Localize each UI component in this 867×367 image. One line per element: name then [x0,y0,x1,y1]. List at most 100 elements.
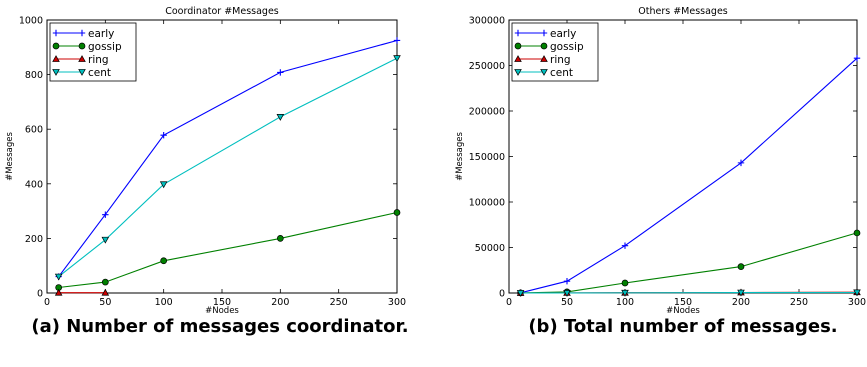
data-point-gossip [101,278,109,286]
series-line-gossip [58,211,398,289]
x-tick-label: 250 [790,297,808,308]
x-tick-label: 100 [155,297,173,308]
x-axis-label: #Nodes [205,306,239,316]
legend-marker-gossip [52,42,60,50]
y-tick-label: 100000 [469,198,505,209]
legend-marker-ring [52,55,60,62]
data-point-gossip [737,263,745,270]
legend-marker-ring [540,55,548,62]
data-point-cent [563,289,571,297]
data-point-early [277,69,284,76]
legend-marker-ring [78,55,86,62]
data-point-early [563,277,571,285]
y-axis-label: #Messages [455,132,465,181]
figure-caption: (b) Total number of messages. [528,316,837,337]
data-point-ring [54,288,63,296]
data-point-ring [101,288,110,296]
data-point-cent [393,55,401,63]
y-tick-label: 0 [499,289,505,300]
chart-title: Coordinator #Messages [165,6,279,17]
data-point-cent [516,290,525,297]
legend-marker-gossip [514,42,522,50]
x-tick-label: 200 [732,297,750,308]
series-ring [54,288,110,296]
legend-marker-early [540,29,548,37]
chart-panel-2: Others #Messages 0 50 100 150 200 250 300 0 50000… [455,6,866,337]
x-tick-label: 300 [388,297,406,308]
legend-label-ring: ring [88,54,109,66]
legend-marker-ring [514,55,522,62]
legend-label-early: early [88,28,114,40]
y-tick-label: 300000 [469,16,505,27]
y-tick-label: 1000 [19,16,43,27]
data-point-cent [853,289,861,297]
x-tick-label: 150 [674,297,692,308]
legend-label-cent: cent [550,67,573,79]
series-gossip [517,229,861,297]
legend-marker-cent [78,69,86,76]
data-point-gossip [276,235,284,242]
data-point-cent [159,181,168,189]
legend-marker-cent [540,69,548,76]
data-point-cent [101,236,110,244]
legend-marker-cent [52,69,60,76]
data-point-early [737,159,745,167]
data-point-cent [54,273,63,281]
data-point-early [102,211,109,218]
legend-label-ring: ring [550,54,571,66]
legend-marker-early [78,29,86,37]
data-point-early [393,37,401,44]
x-tick-label: 150 [213,297,231,308]
legend-marker-gossip [540,42,548,50]
x-tick-label: 300 [848,297,866,308]
chart-title: Others #Messages [638,6,728,17]
y-tick-label: 250000 [469,61,505,72]
legend-marker-cent [514,69,522,76]
data-point-gossip [160,257,168,265]
legend-label-gossip: gossip [550,41,584,53]
y-tick-label: 800 [25,70,43,81]
x-tick-label: 250 [330,297,348,308]
y-tick-label: 0 [37,289,43,300]
data-point-cent [621,289,629,297]
data-point-gossip [621,279,629,287]
series-line-cent [58,57,398,278]
series-cent [516,289,861,297]
x-tick-label: 200 [271,297,289,308]
legend-marker-early [514,29,522,37]
series-cent [54,55,401,281]
data-point-early [160,132,167,139]
series-line-gossip [520,232,858,294]
y-tick-label: 400 [25,179,43,190]
legend-label-cent: cent [88,67,111,79]
x-tick-label: 50 [99,297,111,308]
data-point-cent [737,289,745,297]
data-point-early [621,242,629,249]
y-tick-label: 200 [25,234,43,245]
y-tick-label: 50000 [475,243,505,254]
x-tick-label: 0 [44,297,50,308]
x-axis-label: #Nodes [666,306,700,316]
data-point-cent [276,114,285,121]
legend-marker-early [52,29,60,37]
y-axis-label: #Messages [5,132,15,181]
data-point-early [853,55,861,62]
series-early [517,55,861,297]
x-tick-label: 0 [506,297,512,308]
series-line-early [520,57,858,294]
y-tick-label: 600 [25,125,43,136]
legend-marker-gossip [78,42,86,50]
chart-panel-1: Coordinator #Messages 0 50 100 150 200 250 300 0… [5,6,409,337]
figure-caption: (a) Number of messages coordinator. [31,316,408,337]
series-line-cent [520,291,858,294]
legend-label-gossip: gossip [88,41,122,53]
x-tick-label: 100 [616,297,634,308]
series-gossip [55,209,401,291]
y-tick-label: 150000 [469,152,505,163]
data-point-gossip [853,229,861,237]
x-tick-label: 50 [561,297,573,308]
y-tick-label: 200000 [469,107,505,118]
